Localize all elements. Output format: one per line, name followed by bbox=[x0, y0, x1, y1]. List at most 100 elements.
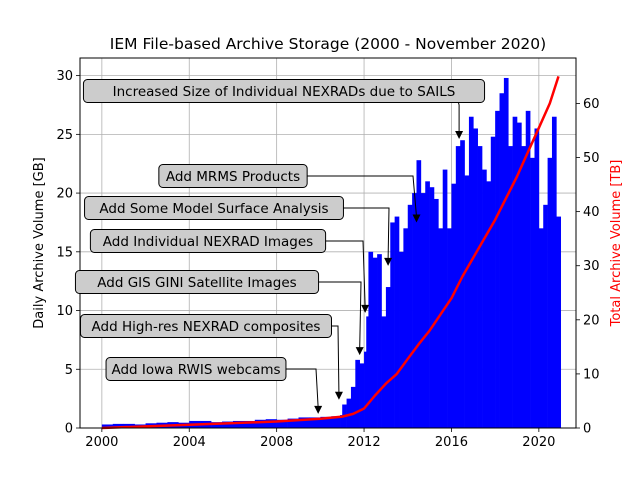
annotation-arrow bbox=[307, 175, 417, 217]
bar bbox=[364, 351, 367, 428]
bar bbox=[243, 420, 256, 428]
annotation-label: Add High-res NEXRAD composites bbox=[92, 319, 321, 335]
total-volume-line bbox=[101, 76, 560, 430]
bar bbox=[477, 146, 483, 428]
bar bbox=[534, 128, 540, 428]
plot-frame bbox=[79, 57, 577, 429]
annotation-label: Add Some Model Surface Analysis bbox=[99, 201, 328, 217]
annotation-box bbox=[80, 314, 332, 338]
x-tick-label: 2020 bbox=[522, 435, 555, 450]
x-axis: 2000 2004 2008 2012 2016 2020 bbox=[85, 428, 555, 450]
bar bbox=[451, 183, 457, 428]
bar bbox=[416, 160, 422, 428]
annotations: Add Iowa RWIS webcams Add High-res NEXRAD… bbox=[74, 79, 486, 414]
annotation-arrowhead bbox=[355, 347, 364, 356]
annotation-arrow bbox=[343, 207, 390, 260]
annotation-box bbox=[105, 357, 287, 381]
bar bbox=[420, 193, 426, 428]
bar bbox=[530, 157, 535, 429]
annotation-label: Add Iowa RWIS webcams bbox=[111, 362, 280, 378]
y-left-tick-label: 30 bbox=[56, 69, 73, 84]
y-right-tick-label: 30 bbox=[583, 259, 600, 274]
bar bbox=[265, 419, 277, 428]
y-left-tick-label: 20 bbox=[56, 187, 73, 202]
bar bbox=[503, 77, 509, 428]
bar bbox=[486, 181, 492, 428]
y-axis-right: 0 10 20 30 40 50 60 bbox=[576, 97, 600, 437]
x-tick-label: 2004 bbox=[173, 435, 206, 450]
bar bbox=[394, 216, 400, 428]
bar bbox=[464, 175, 470, 428]
bar bbox=[490, 136, 496, 428]
bar bbox=[521, 146, 527, 428]
bar bbox=[547, 157, 553, 429]
annotation-box bbox=[84, 196, 344, 220]
bar-series bbox=[101, 77, 562, 429]
y-left-tick-label: 25 bbox=[56, 128, 73, 143]
annotation-arrowhead bbox=[334, 391, 343, 400]
bar bbox=[482, 169, 487, 429]
annotation-arrow bbox=[331, 325, 340, 394]
y-right-tick-label: 10 bbox=[583, 367, 600, 382]
bar bbox=[287, 418, 299, 428]
bar bbox=[377, 254, 382, 428]
annotation-label: Add Individual NEXRAD Images bbox=[103, 234, 313, 250]
bar bbox=[366, 316, 369, 428]
annotation-arrowhead bbox=[314, 405, 323, 414]
bar bbox=[473, 128, 478, 428]
annotation-label: Increased Size of Individual NEXRADs due… bbox=[113, 84, 456, 100]
bar bbox=[412, 193, 417, 428]
bar bbox=[442, 169, 448, 429]
bar bbox=[385, 287, 391, 428]
bar bbox=[438, 228, 444, 428]
bar bbox=[399, 251, 404, 428]
annotation-label: Add MRMS Products bbox=[166, 169, 300, 185]
y-axis-left-label: Daily Archive Volume [GB] bbox=[32, 157, 47, 328]
y-right-tick-label: 60 bbox=[583, 97, 600, 112]
bar bbox=[499, 93, 505, 428]
bar bbox=[433, 198, 439, 428]
bar bbox=[425, 181, 430, 428]
bar bbox=[556, 216, 562, 428]
bar bbox=[551, 116, 557, 428]
bar bbox=[309, 417, 321, 428]
bar bbox=[254, 419, 267, 428]
bar bbox=[222, 421, 234, 428]
bar bbox=[525, 110, 531, 428]
y-right-tick-label: 0 bbox=[583, 422, 591, 437]
line-series bbox=[101, 76, 560, 430]
y-right-tick-label: 50 bbox=[583, 151, 600, 166]
bar bbox=[429, 187, 435, 428]
annotation-box bbox=[74, 270, 320, 294]
y-left-tick-label: 5 bbox=[65, 363, 73, 378]
annotation-arrowhead bbox=[455, 131, 464, 140]
x-tick-label: 2000 bbox=[85, 435, 118, 450]
bar bbox=[350, 386, 356, 428]
annotation-arrow bbox=[325, 240, 366, 307]
annotation-box bbox=[89, 229, 327, 253]
y-left-tick-label: 10 bbox=[56, 304, 73, 319]
bar bbox=[346, 398, 352, 428]
bar bbox=[403, 228, 409, 428]
x-tick-label: 2008 bbox=[260, 435, 293, 450]
bar bbox=[340, 415, 343, 428]
annotation-arrow bbox=[285, 368, 319, 408]
bar bbox=[355, 359, 360, 428]
bar bbox=[112, 423, 125, 428]
bar bbox=[298, 417, 310, 428]
bar bbox=[368, 251, 374, 428]
annotation-arrow bbox=[318, 281, 362, 350]
annotation-box bbox=[82, 79, 486, 103]
bar bbox=[276, 419, 288, 428]
bar bbox=[538, 228, 544, 428]
y-left-tick-label: 15 bbox=[56, 245, 73, 260]
annotation-label: Add GIS GINI Satellite Images bbox=[97, 275, 296, 291]
annotation-box bbox=[158, 164, 308, 188]
annotation-arrowhead bbox=[384, 257, 393, 266]
bar bbox=[543, 204, 548, 428]
bar bbox=[460, 140, 465, 428]
bar bbox=[390, 222, 395, 428]
bar bbox=[407, 204, 413, 428]
bar bbox=[232, 420, 245, 428]
